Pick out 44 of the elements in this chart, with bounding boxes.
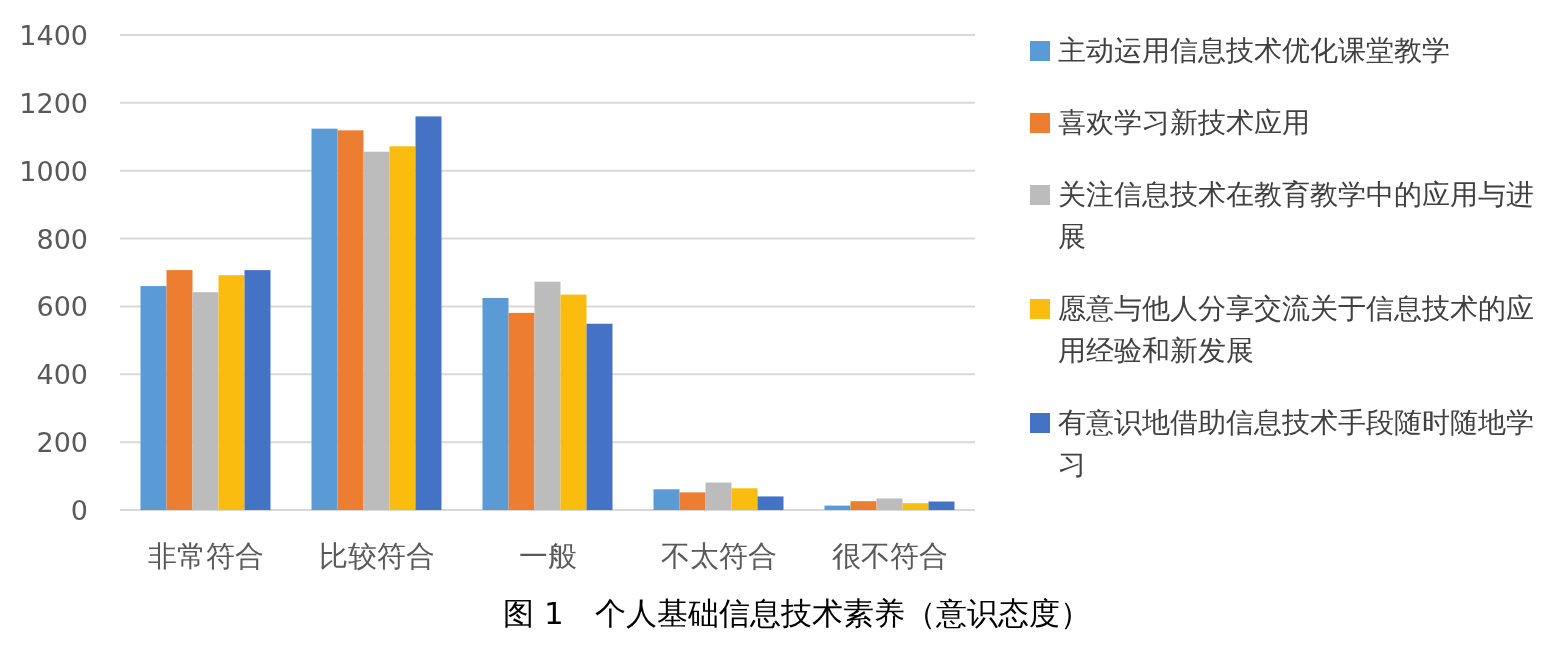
- bar: [244, 270, 271, 510]
- bar: [311, 128, 338, 510]
- legend-label: 有意识地借助信息技术手段随时随地学习: [1058, 405, 1535, 483]
- bar: [705, 482, 732, 510]
- bar: [928, 501, 955, 510]
- bar: [389, 146, 416, 510]
- bar: [140, 286, 167, 510]
- y-tick-label: 600: [36, 291, 88, 323]
- legend-label: 主动运用信息技术优化课堂教学: [1058, 33, 1450, 69]
- x-tick-label: 不太符合: [660, 539, 777, 573]
- bar: [679, 492, 706, 510]
- bar: [876, 498, 903, 510]
- bar: [902, 503, 929, 510]
- bar: [192, 292, 219, 510]
- legend-label: 愿意与他人分享交流关于信息技术的应用经验和新发展: [1058, 291, 1535, 369]
- bar: [586, 323, 613, 510]
- bar: [363, 151, 390, 510]
- bar: [218, 275, 245, 510]
- x-tick-label: 一般: [518, 539, 577, 573]
- y-tick-label: 800: [36, 223, 88, 255]
- bar: [757, 496, 784, 510]
- bar: [560, 294, 587, 510]
- y-tick-label: 200: [36, 427, 88, 459]
- bar: [824, 505, 851, 510]
- bar: [508, 312, 535, 510]
- y-tick-label: 0: [70, 495, 88, 526]
- y-tick-label: 400: [36, 359, 88, 391]
- y-tick-label: 1400: [19, 20, 88, 51]
- text: 图 1 个人基础信息技术素养（意识态度）: [503, 595, 1091, 631]
- y-tick-label: 1200: [19, 87, 88, 119]
- bar: [482, 297, 509, 510]
- bar: [337, 130, 364, 510]
- bar: [731, 488, 758, 510]
- bar: [534, 281, 561, 510]
- bar: [415, 116, 442, 510]
- bar: [653, 489, 680, 510]
- x-tick-label: 很不符合: [831, 539, 948, 573]
- x-tick-label: 比较符合: [318, 539, 435, 573]
- x-tick-label: 非常符合: [147, 539, 264, 573]
- bar: [850, 501, 877, 510]
- legend-label: 关注信息技术在教育教学中的应用与进展: [1058, 177, 1535, 255]
- bar: [166, 270, 193, 510]
- y-tick-label: 1000: [19, 155, 88, 187]
- legend-label: 喜欢学习新技术应用: [1058, 105, 1310, 141]
